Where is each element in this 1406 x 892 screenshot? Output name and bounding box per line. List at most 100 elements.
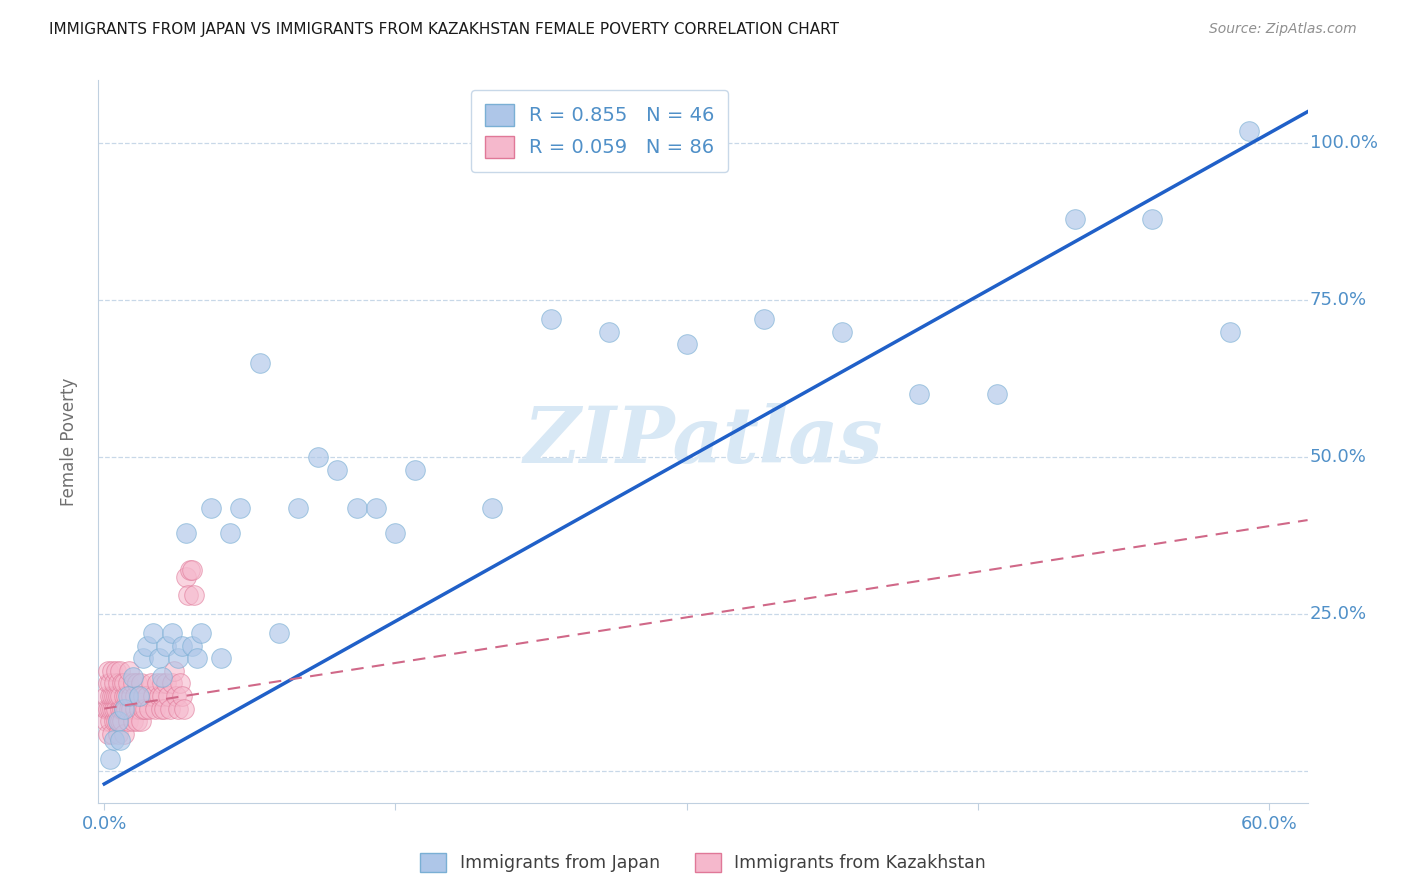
- Legend: Immigrants from Japan, Immigrants from Kazakhstan: Immigrants from Japan, Immigrants from K…: [413, 846, 993, 879]
- Point: [98, 714, 121, 728]
- Point: [176, 589, 198, 603]
- Point: [186, 651, 208, 665]
- Point: [117, 676, 139, 690]
- Point: [108, 714, 131, 728]
- Point: [598, 325, 620, 339]
- Point: [97, 727, 120, 741]
- Point: [142, 626, 165, 640]
- Point: [103, 676, 125, 690]
- Point: [128, 689, 150, 703]
- Point: [98, 701, 121, 715]
- Y-axis label: Female Poverty: Female Poverty: [59, 377, 77, 506]
- Point: [364, 500, 387, 515]
- Point: [104, 689, 127, 703]
- Point: [122, 676, 145, 690]
- Point: [152, 689, 174, 703]
- Point: [111, 701, 134, 715]
- Text: 75.0%: 75.0%: [1310, 291, 1367, 310]
- Point: [1142, 211, 1164, 226]
- Point: [107, 676, 129, 690]
- Point: [153, 701, 176, 715]
- Point: [108, 733, 131, 747]
- Text: 50.0%: 50.0%: [1310, 449, 1367, 467]
- Point: [180, 639, 202, 653]
- Point: [97, 676, 120, 690]
- Point: [132, 701, 155, 715]
- Point: [183, 589, 205, 603]
- Point: [152, 670, 174, 684]
- Point: [1239, 123, 1261, 137]
- Point: [129, 676, 152, 690]
- Point: [200, 500, 222, 515]
- Point: [112, 676, 135, 690]
- Point: [108, 701, 131, 715]
- Point: [112, 701, 135, 715]
- Point: [675, 337, 697, 351]
- Point: [97, 701, 120, 715]
- Point: [307, 450, 329, 465]
- Point: [169, 676, 191, 690]
- Point: [103, 714, 125, 728]
- Point: [170, 689, 193, 703]
- Point: [148, 689, 170, 703]
- Point: [190, 626, 212, 640]
- Point: [167, 651, 190, 665]
- Point: [117, 689, 139, 703]
- Point: [160, 676, 183, 690]
- Point: [120, 701, 142, 715]
- Point: [98, 752, 121, 766]
- Text: 100.0%: 100.0%: [1310, 134, 1378, 153]
- Point: [149, 701, 172, 715]
- Point: [170, 639, 193, 653]
- Point: [481, 500, 503, 515]
- Point: [104, 714, 127, 728]
- Point: [122, 670, 145, 684]
- Point: [112, 727, 135, 741]
- Point: [127, 676, 149, 690]
- Point: [101, 689, 124, 703]
- Point: [148, 651, 170, 665]
- Point: [540, 312, 562, 326]
- Point: [179, 563, 201, 577]
- Point: [124, 701, 146, 715]
- Point: [104, 701, 127, 715]
- Point: [96, 714, 118, 728]
- Point: [98, 689, 121, 703]
- Point: [107, 714, 129, 728]
- Point: [229, 500, 252, 515]
- Point: [326, 463, 349, 477]
- Point: [404, 463, 426, 477]
- Point: [112, 701, 135, 715]
- Point: [103, 701, 125, 715]
- Point: [107, 714, 129, 728]
- Point: [831, 325, 853, 339]
- Point: [136, 639, 159, 653]
- Point: [114, 689, 136, 703]
- Point: [96, 701, 118, 715]
- Point: [267, 626, 290, 640]
- Point: [128, 701, 150, 715]
- Point: [111, 676, 134, 690]
- Point: [159, 701, 181, 715]
- Point: [134, 701, 156, 715]
- Point: [104, 664, 127, 678]
- Point: [384, 525, 406, 540]
- Point: [107, 689, 129, 703]
- Point: [986, 387, 1008, 401]
- Point: [117, 714, 139, 728]
- Text: Source: ZipAtlas.com: Source: ZipAtlas.com: [1209, 22, 1357, 37]
- Point: [173, 701, 195, 715]
- Point: [167, 701, 190, 715]
- Point: [346, 500, 368, 515]
- Point: [219, 525, 242, 540]
- Point: [122, 714, 145, 728]
- Point: [908, 387, 931, 401]
- Point: [160, 626, 183, 640]
- Point: [112, 689, 135, 703]
- Point: [249, 356, 271, 370]
- Point: [103, 689, 125, 703]
- Point: [209, 651, 232, 665]
- Point: [1219, 325, 1241, 339]
- Legend: R = 0.855   N = 46, R = 0.059   N = 86: R = 0.855 N = 46, R = 0.059 N = 86: [471, 90, 728, 172]
- Point: [163, 664, 186, 678]
